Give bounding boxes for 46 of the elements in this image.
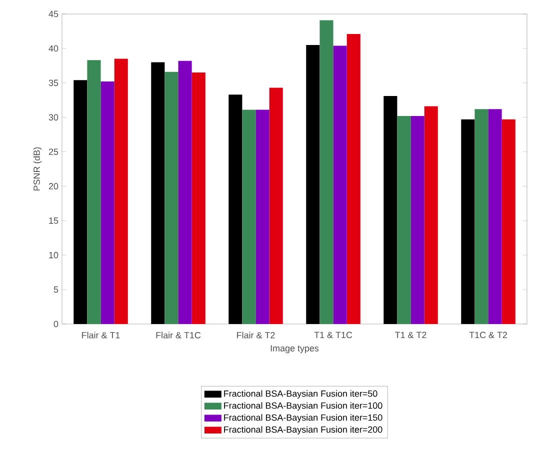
y-tick-label: 5	[54, 286, 58, 293]
x-tick-label: Flair & T2	[237, 332, 275, 338]
x-tick-label: Flair & T1	[82, 332, 120, 338]
bar	[242, 110, 256, 324]
bar	[424, 106, 438, 324]
x-tick-label: T1 & T1C	[314, 332, 352, 338]
bar	[178, 60, 192, 324]
bar	[384, 96, 398, 324]
bar	[410, 116, 424, 324]
legend-label: Fractional BSA-Baysian Fusion iter=100	[224, 402, 382, 411]
bar	[100, 82, 114, 324]
bar	[256, 110, 270, 324]
y-tick-label: 40	[48, 45, 58, 52]
y-tick-label: 15	[49, 218, 58, 224]
bar	[346, 34, 360, 324]
bar	[320, 20, 334, 324]
bar	[488, 109, 502, 324]
x-tick-label: T1C & T2	[469, 332, 507, 338]
y-tick-label: 35	[48, 80, 58, 86]
y-tick-label: 30	[48, 114, 58, 121]
bar	[397, 116, 411, 324]
bar	[461, 119, 475, 324]
y-tick-label: 45	[48, 10, 58, 18]
bar	[74, 80, 88, 324]
y-tick-label: 10	[49, 252, 58, 258]
legend-label: Fractional BSA-Baysian Fusion iter=50	[224, 390, 378, 399]
bar	[228, 94, 242, 324]
bar	[474, 109, 488, 324]
bar	[114, 58, 128, 324]
bar	[269, 88, 283, 324]
y-tick-label: 0	[54, 320, 58, 328]
y-tick-label: 25	[48, 148, 58, 155]
bar	[502, 119, 516, 324]
bar	[333, 46, 347, 324]
x-axis-title: Image types	[270, 345, 319, 354]
bar	[192, 72, 206, 324]
bar	[164, 72, 178, 324]
y-tick-label: 20	[48, 183, 58, 190]
legend-label: Fractional BSA-Baysian Fusion iter=200	[224, 426, 382, 434]
y-axis-title: PSNR (dB)	[33, 147, 42, 190]
x-tick-label: T1 & T2	[395, 332, 426, 338]
x-tick-label: Flair & T1C	[156, 332, 201, 338]
bar	[306, 45, 320, 324]
legend-label: Fractional BSA-Baysian Fusion iter=150	[224, 414, 382, 422]
bar	[151, 62, 165, 324]
bar	[87, 60, 101, 324]
